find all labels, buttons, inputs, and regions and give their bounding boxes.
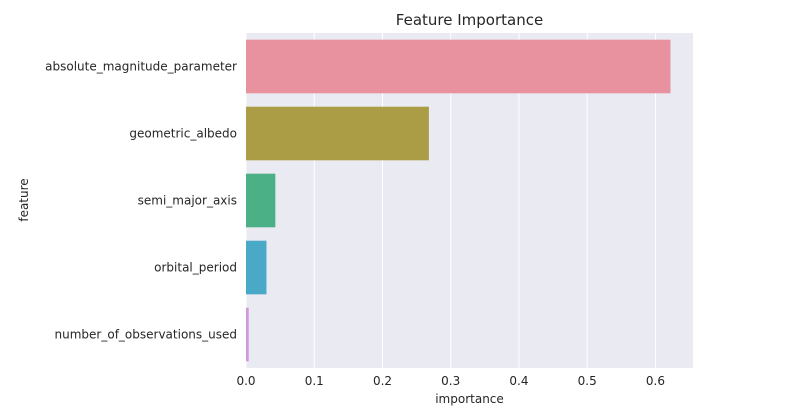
- x-tick-label: 0.5: [578, 374, 597, 388]
- x-tick-labels: 0.0 0.1 0.2 0.3 0.4 0.5 0.6: [236, 374, 665, 388]
- bar-absolute-magnitude-parameter: [246, 39, 671, 94]
- bar-geometric-albedo: [246, 106, 429, 161]
- x-tick-label: 0.1: [305, 374, 324, 388]
- y-tick-label: number_of_observations_used: [55, 328, 237, 342]
- x-tick-label: 0.6: [646, 374, 665, 388]
- x-axis-label: importance: [435, 392, 504, 406]
- y-tick-label: semi_major_axis: [138, 194, 237, 208]
- x-tick-label: 0.4: [509, 374, 528, 388]
- y-tick-label: orbital_period: [154, 261, 237, 275]
- bar-semi-major-axis: [246, 173, 276, 228]
- y-axis-label: feature: [17, 178, 31, 221]
- y-tick-labels: absolute_magnitude_parameter geometric_al…: [45, 60, 237, 342]
- bar-orbital-period: [246, 240, 267, 295]
- x-tick-label: 0.2: [373, 374, 392, 388]
- bar-number-of-observations-used: [246, 307, 249, 362]
- y-tick-label: geometric_albedo: [129, 127, 237, 141]
- x-tick-label: 0.3: [441, 374, 460, 388]
- bars: [246, 39, 671, 362]
- chart-title: Feature Importance: [396, 11, 543, 29]
- x-tick-label: 0.0: [236, 374, 255, 388]
- y-tick-label: absolute_magnitude_parameter: [45, 60, 237, 74]
